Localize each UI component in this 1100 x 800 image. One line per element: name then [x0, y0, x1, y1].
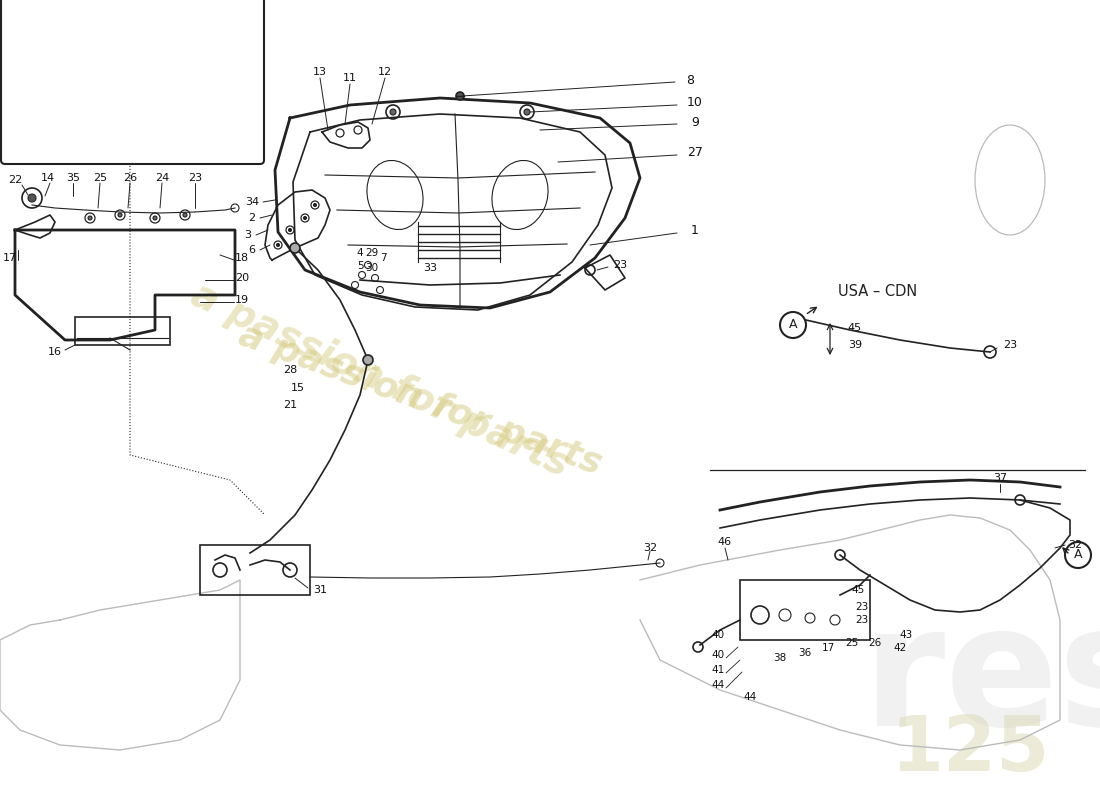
Text: 9: 9 [691, 115, 698, 129]
Bar [740, 580, 870, 640]
Text: 6: 6 [249, 245, 255, 255]
Text: 16: 16 [48, 347, 62, 357]
Text: 12: 12 [378, 67, 392, 77]
Text: 14: 14 [41, 173, 55, 183]
Circle shape [290, 243, 300, 253]
Circle shape [1065, 542, 1091, 568]
Circle shape [524, 109, 530, 115]
Text: 45: 45 [851, 585, 865, 595]
Text: 30: 30 [365, 263, 378, 273]
Text: 15: 15 [292, 383, 305, 393]
Text: 10: 10 [688, 97, 703, 110]
Text: 2: 2 [249, 213, 255, 223]
Text: USA – CDN: USA – CDN [838, 285, 917, 299]
Text: 25: 25 [92, 173, 107, 183]
Text: 23: 23 [856, 615, 869, 625]
Circle shape [28, 194, 36, 202]
Text: 19: 19 [235, 295, 249, 305]
Circle shape [304, 217, 307, 219]
Circle shape [456, 92, 464, 100]
Text: 25: 25 [846, 638, 859, 648]
Text: 7: 7 [379, 253, 386, 263]
Text: 23: 23 [613, 260, 627, 270]
Text: 37: 37 [993, 473, 1008, 483]
Text: 44: 44 [712, 680, 725, 690]
Text: 43: 43 [900, 630, 913, 640]
Text: 40: 40 [712, 630, 725, 640]
Text: 5: 5 [356, 261, 363, 271]
Circle shape [183, 213, 187, 217]
Text: 3: 3 [244, 230, 252, 240]
Circle shape [288, 229, 292, 231]
Bar [75, 317, 170, 345]
Text: 45: 45 [848, 323, 862, 333]
Text: 46: 46 [718, 537, 733, 547]
Text: 27: 27 [688, 146, 703, 158]
Circle shape [88, 216, 92, 220]
Text: 44: 44 [744, 692, 757, 702]
Text: 34: 34 [245, 197, 260, 207]
Text: 41: 41 [712, 665, 725, 675]
Text: a passion for parts: a passion for parts [185, 275, 575, 485]
Text: 35: 35 [66, 173, 80, 183]
Text: 36: 36 [799, 648, 812, 658]
Text: 32: 32 [1068, 540, 1082, 550]
Text: 23: 23 [856, 602, 869, 612]
Text: 39: 39 [848, 340, 862, 350]
Circle shape [314, 203, 317, 206]
Text: 23: 23 [1003, 340, 1018, 350]
Text: 23: 23 [188, 173, 202, 183]
Text: 13: 13 [314, 67, 327, 77]
Text: 11: 11 [343, 73, 358, 83]
Text: 1: 1 [691, 223, 698, 237]
Text: 20: 20 [235, 273, 249, 283]
Circle shape [363, 355, 373, 365]
Circle shape [390, 109, 396, 115]
Text: 40: 40 [712, 650, 725, 660]
Text: 24: 24 [155, 173, 169, 183]
Text: 18: 18 [235, 253, 249, 263]
Text: 42: 42 [893, 643, 906, 653]
Text: 33: 33 [424, 263, 437, 273]
Text: 4: 4 [356, 248, 363, 258]
Text: 28: 28 [283, 365, 297, 375]
Text: 38: 38 [773, 653, 786, 663]
Text: 8: 8 [686, 74, 694, 86]
Text: 31: 31 [314, 585, 327, 595]
Text: 26: 26 [868, 638, 881, 648]
Text: 125: 125 [890, 713, 1049, 787]
Text: a passion for parts: a passion for parts [234, 318, 606, 482]
Text: 29: 29 [365, 248, 378, 258]
Bar [200, 545, 310, 595]
Text: A: A [789, 318, 797, 331]
Text: 32: 32 [642, 543, 657, 553]
Text: 22: 22 [8, 175, 22, 185]
Text: 17: 17 [3, 253, 18, 263]
Text: res: res [862, 598, 1100, 762]
Text: 17: 17 [822, 643, 835, 653]
Text: 26: 26 [123, 173, 138, 183]
Text: 21: 21 [283, 400, 297, 410]
Circle shape [118, 213, 122, 217]
Text: A: A [1074, 549, 1082, 562]
Circle shape [276, 243, 279, 246]
Circle shape [153, 216, 157, 220]
FancyBboxPatch shape [1, 0, 264, 164]
Circle shape [780, 312, 806, 338]
